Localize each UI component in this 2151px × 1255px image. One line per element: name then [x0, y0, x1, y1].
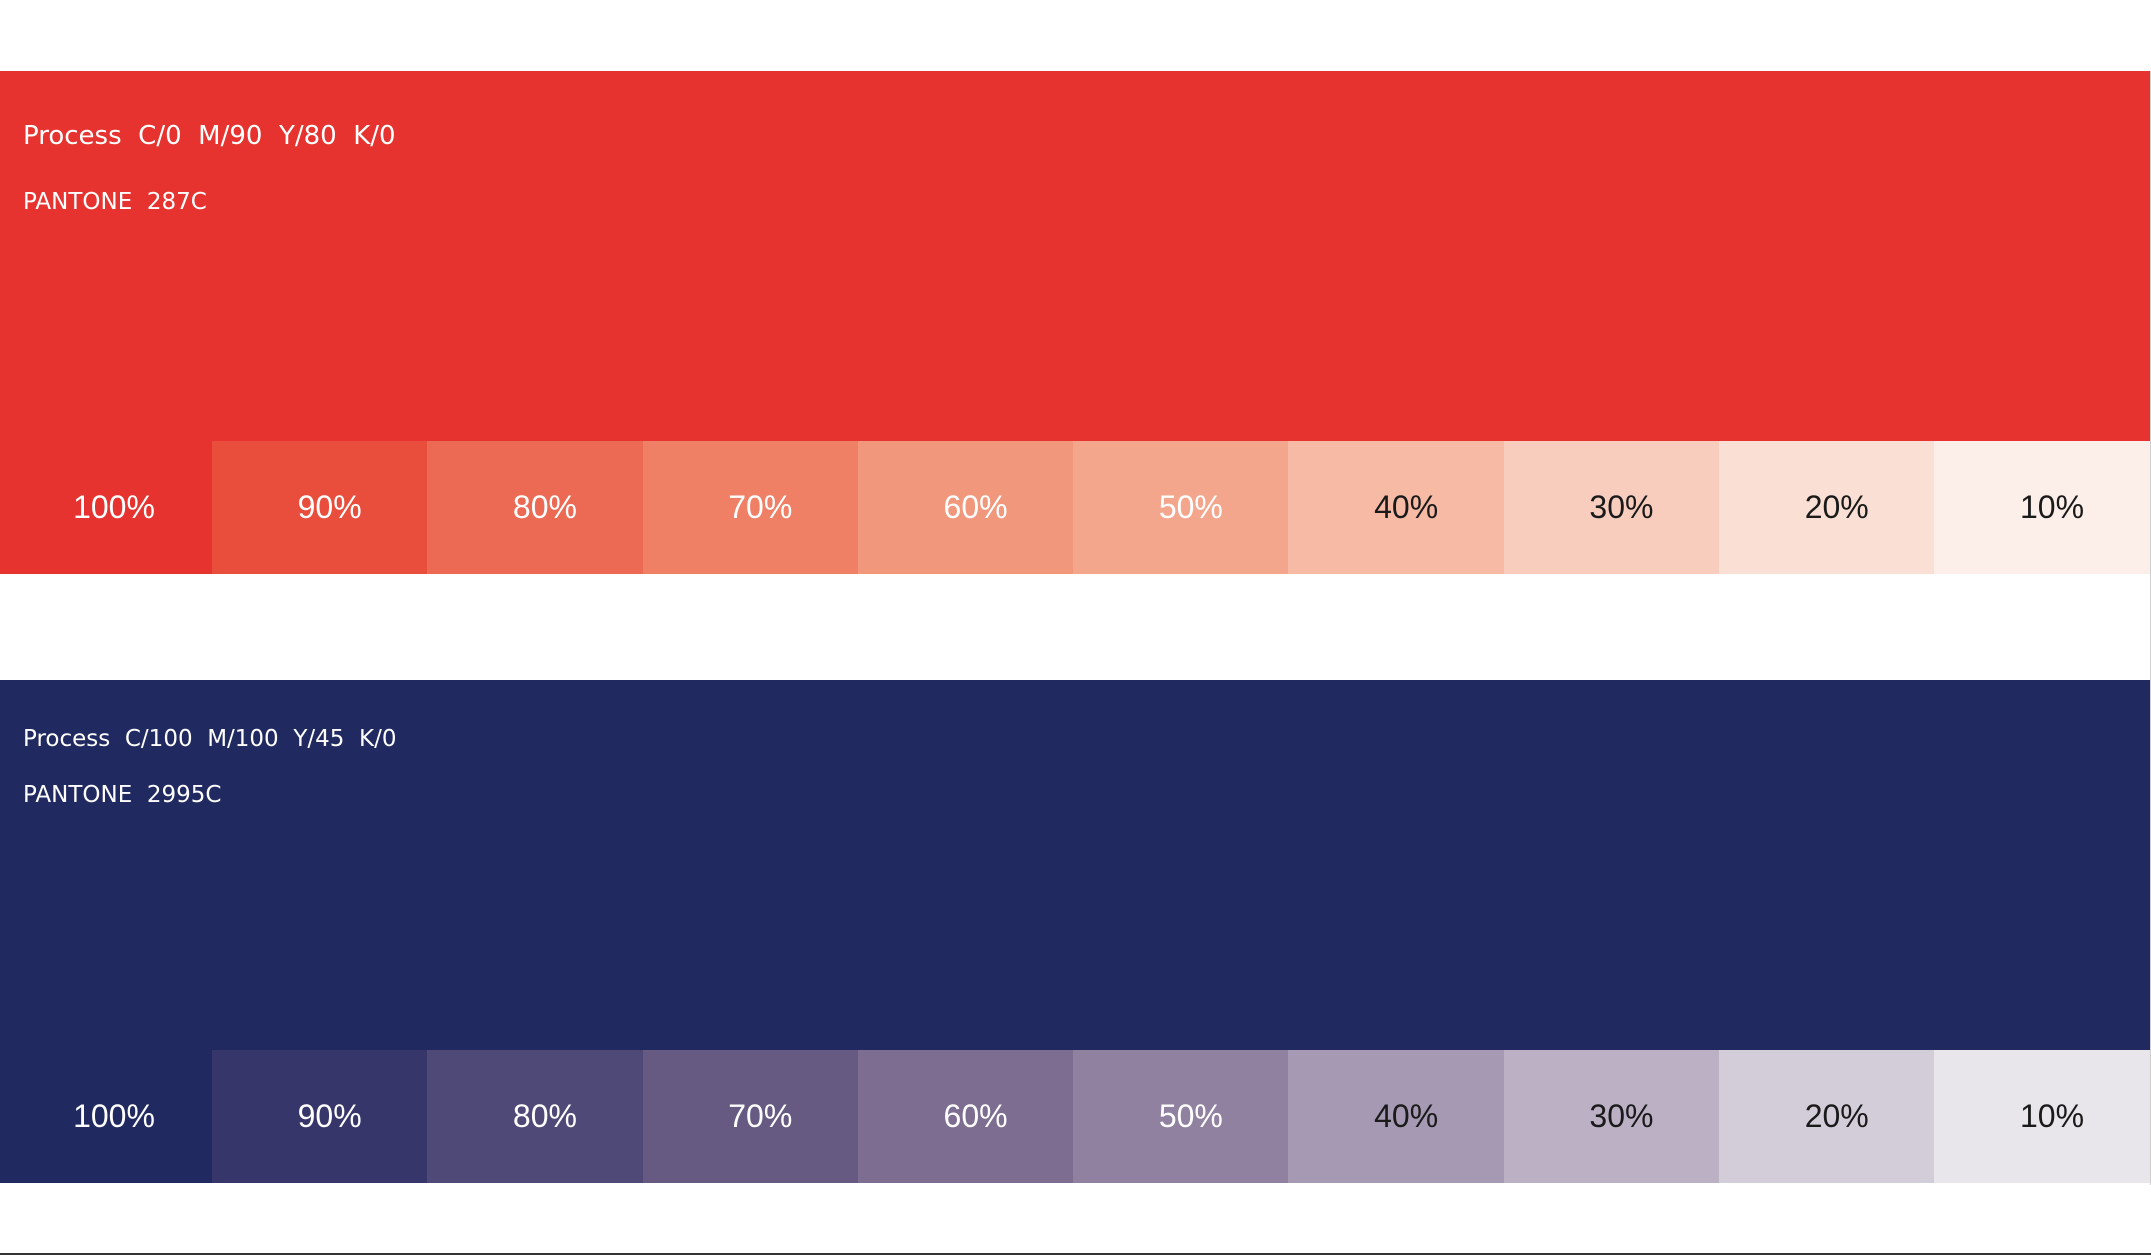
red-tint-row: 100% 90% 80% 70% 60% 50% 40% 30% 20% 10%	[0, 441, 2150, 574]
tint-label: 90%	[297, 1098, 362, 1134]
red-tint-90: 90%	[212, 441, 428, 574]
red-tint-60: 60%	[857, 441, 1074, 574]
tint-label: 40%	[1374, 489, 1439, 525]
red-process-spec: Process C/0 M/90 Y/80 K/0	[23, 121, 396, 151]
red-tint-10: 10%	[1934, 441, 2150, 574]
tint-label: 70%	[728, 1098, 793, 1134]
tint-label: 80%	[512, 1098, 577, 1134]
blue-tint-10: 10%	[1934, 1050, 2150, 1183]
blue-tint-70: 70%	[642, 1050, 858, 1183]
red-tint-50: 50%	[1073, 441, 1289, 574]
blue-tint-row: 100% 90% 80% 70% 60% 50% 40% 30% 20% 10%	[0, 1050, 2150, 1183]
tint-label: 60%	[943, 1098, 1008, 1134]
red-tint-100: 100%	[0, 441, 212, 574]
blue-tint-40: 40%	[1288, 1050, 1504, 1183]
blue-process-spec: Process C/100 M/100 Y/45 K/0	[23, 726, 397, 752]
blue-tint-100: 100%	[0, 1050, 212, 1183]
blue-tint-90: 90%	[212, 1050, 428, 1183]
red-palette: Process C/0 M/90 Y/80 K/0 PANTONE 287C 1…	[0, 71, 2150, 574]
tint-label: 90%	[297, 489, 362, 525]
blue-pantone-spec: PANTONE 2995C	[23, 782, 222, 808]
red-tint-30: 30%	[1503, 441, 1720, 574]
red-tint-70: 70%	[642, 441, 858, 574]
bottom-rule	[0, 1253, 2151, 1255]
tint-label: 20%	[1804, 489, 1869, 525]
red-tint-80: 80%	[427, 441, 643, 574]
tint-label: 80%	[512, 489, 577, 525]
blue-base-swatch: Process C/100 M/100 Y/45 K/0 PANTONE 299…	[0, 680, 2150, 1050]
blue-tint-60: 60%	[857, 1050, 1074, 1183]
tint-label: 70%	[728, 489, 793, 525]
tint-label: 20%	[1804, 1098, 1869, 1134]
tint-label: 100%	[73, 489, 155, 525]
blue-tint-30: 30%	[1503, 1050, 1720, 1183]
red-tint-40: 40%	[1288, 441, 1504, 574]
tint-label: 100%	[73, 1098, 155, 1134]
tint-label: 50%	[1158, 1098, 1223, 1134]
tint-label: 30%	[1589, 1098, 1654, 1134]
blue-tint-50: 50%	[1073, 1050, 1289, 1183]
red-pantone-spec: PANTONE 287C	[23, 189, 207, 215]
tint-label: 50%	[1158, 489, 1223, 525]
blue-tint-80: 80%	[427, 1050, 643, 1183]
tint-label: 30%	[1589, 489, 1654, 525]
red-tint-20: 20%	[1719, 441, 1935, 574]
tint-label: 10%	[2020, 489, 2085, 525]
blue-palette: Process C/100 M/100 Y/45 K/0 PANTONE 299…	[0, 680, 2150, 1183]
tint-label: 10%	[2020, 1098, 2085, 1134]
red-base-swatch: Process C/0 M/90 Y/80 K/0 PANTONE 287C	[0, 71, 2150, 441]
tint-label: 40%	[1374, 1098, 1439, 1134]
blue-tint-20: 20%	[1719, 1050, 1935, 1183]
tint-label: 60%	[943, 489, 1008, 525]
